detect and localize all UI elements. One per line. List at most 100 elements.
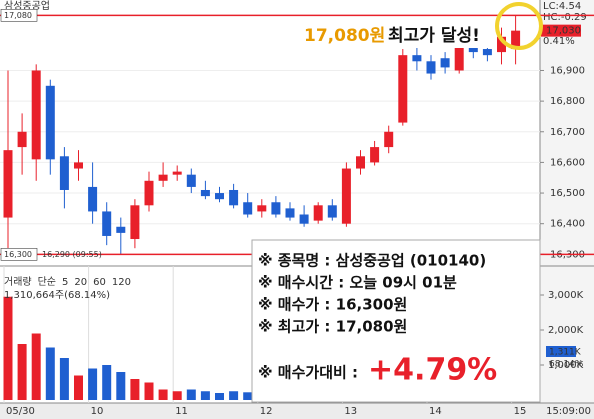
x-tick-label: 12 bbox=[260, 406, 273, 417]
candle-body bbox=[215, 193, 224, 200]
info-compare-value: +4.79% bbox=[368, 353, 497, 388]
candle-body bbox=[398, 55, 408, 123]
candle-body bbox=[271, 202, 281, 215]
info-line: ※ 매수시간 : 오늘 09시 01분 bbox=[258, 274, 457, 292]
volume-bar bbox=[172, 391, 182, 400]
candle-body bbox=[229, 189, 239, 206]
change-label: 0.41% bbox=[543, 36, 575, 47]
candle-body bbox=[17, 131, 27, 148]
volume-bar bbox=[74, 375, 83, 400]
x-tick-label: 13 bbox=[344, 406, 357, 417]
volume-bar bbox=[130, 379, 140, 400]
volume-bar bbox=[144, 382, 154, 400]
reference-label: 16,300 bbox=[4, 250, 32, 259]
volume-bar bbox=[229, 391, 239, 400]
volume-legend-item: 단순 bbox=[38, 276, 56, 288]
candle-body bbox=[370, 147, 380, 163]
time-right: 15:09:00 bbox=[546, 406, 591, 417]
volume-legend-item: 120 bbox=[112, 277, 131, 288]
candle-body bbox=[426, 61, 436, 74]
volume-bar bbox=[158, 389, 168, 400]
hc-label: HC:-0.29 bbox=[543, 12, 587, 23]
volume-tick-label: 2,000K bbox=[548, 325, 584, 336]
volume-tick-label: 1,000K bbox=[548, 360, 584, 371]
candle-body bbox=[384, 131, 394, 148]
annotation-bg bbox=[298, 22, 488, 48]
candle-body bbox=[31, 70, 41, 160]
x-tick-label: 14 bbox=[429, 406, 442, 417]
time-axis-bg bbox=[0, 403, 594, 419]
candle-body bbox=[454, 42, 464, 71]
candle-body bbox=[511, 30, 521, 50]
highlight-circle bbox=[495, 2, 543, 50]
volume-right-value: 1,311K bbox=[549, 348, 582, 358]
candle-body bbox=[497, 36, 506, 53]
volume-legend-item: 60 bbox=[93, 277, 106, 288]
price-label: 17,030 bbox=[546, 26, 581, 37]
y-tick-label: 16,900 bbox=[550, 65, 585, 76]
candle-body bbox=[356, 156, 365, 169]
candle-body bbox=[74, 162, 83, 169]
candle-body bbox=[59, 156, 69, 190]
low-note: 16,290 (09:55) bbox=[42, 250, 102, 259]
volume-bar bbox=[102, 365, 112, 400]
reference-label-bg bbox=[0, 9, 38, 22]
candle-body bbox=[158, 174, 168, 181]
volume-bar bbox=[200, 391, 210, 400]
candle-body bbox=[327, 205, 337, 218]
y-tick-label: 16,500 bbox=[550, 188, 585, 199]
x-tick-label: 05/30 bbox=[6, 406, 35, 417]
volume-bar bbox=[88, 368, 98, 400]
candle-body bbox=[299, 214, 309, 224]
volume-right-pct: 68.14% bbox=[549, 360, 584, 370]
candle-body bbox=[482, 49, 492, 56]
volume-bar bbox=[116, 372, 126, 400]
candle-body bbox=[313, 205, 323, 221]
x-tick-label: 15 bbox=[514, 406, 527, 417]
candle-body bbox=[440, 58, 450, 68]
volume-note: 1,310,664주(68.14%) bbox=[4, 290, 110, 301]
y-tick-label: 16,700 bbox=[550, 127, 585, 138]
annotation-highlight: 17,080원 bbox=[304, 26, 385, 46]
stock-title: 삼성중공업 bbox=[4, 0, 50, 12]
candle-body bbox=[412, 55, 422, 62]
price-box bbox=[541, 24, 581, 37]
candle-body bbox=[200, 189, 210, 197]
volume-bar bbox=[17, 344, 27, 400]
candle-body bbox=[116, 226, 126, 233]
candle-body bbox=[144, 180, 154, 206]
candle-body bbox=[88, 186, 98, 212]
candle-body bbox=[172, 171, 182, 175]
x-tick-label: 11 bbox=[175, 406, 188, 417]
reference-label: 17,080 bbox=[4, 11, 32, 20]
y-tick-label: 16,800 bbox=[550, 96, 585, 107]
annotation-text: 최고가 달성! bbox=[388, 25, 480, 46]
info-line: ※ 종목명 : 삼성중공업 (010140) bbox=[258, 252, 486, 270]
info-line: ※ 최고가 : 17,080원 bbox=[258, 318, 407, 336]
reference-label-bg bbox=[0, 248, 38, 261]
candle-body bbox=[130, 205, 140, 240]
volume-bar bbox=[243, 392, 253, 400]
candle-body bbox=[243, 202, 253, 215]
volume-bar bbox=[215, 393, 224, 400]
candle-body bbox=[257, 205, 267, 212]
volume-legend-item: 5 bbox=[62, 277, 68, 288]
volume-legend-item: 거래량 bbox=[4, 276, 32, 288]
volume-legend-item: 20 bbox=[74, 277, 87, 288]
candle-body bbox=[341, 168, 351, 224]
candle-body bbox=[186, 174, 196, 187]
volume-bar bbox=[59, 358, 69, 400]
candle-body bbox=[285, 208, 295, 218]
y-tick-label: 16,600 bbox=[550, 157, 585, 168]
candle-body bbox=[45, 85, 55, 160]
volume-tick-label: 3,000K bbox=[548, 290, 584, 301]
candle-body bbox=[3, 150, 13, 218]
candle-body bbox=[102, 211, 112, 236]
volume-bar bbox=[3, 296, 13, 400]
annotation: 17,080원 최고가 달성! bbox=[298, 22, 488, 48]
info-compare-label: ※ 매수가대비 : bbox=[258, 364, 358, 382]
x-tick-label: 10 bbox=[91, 406, 104, 417]
volume-bar bbox=[186, 389, 196, 400]
volume-right-box bbox=[546, 346, 576, 357]
